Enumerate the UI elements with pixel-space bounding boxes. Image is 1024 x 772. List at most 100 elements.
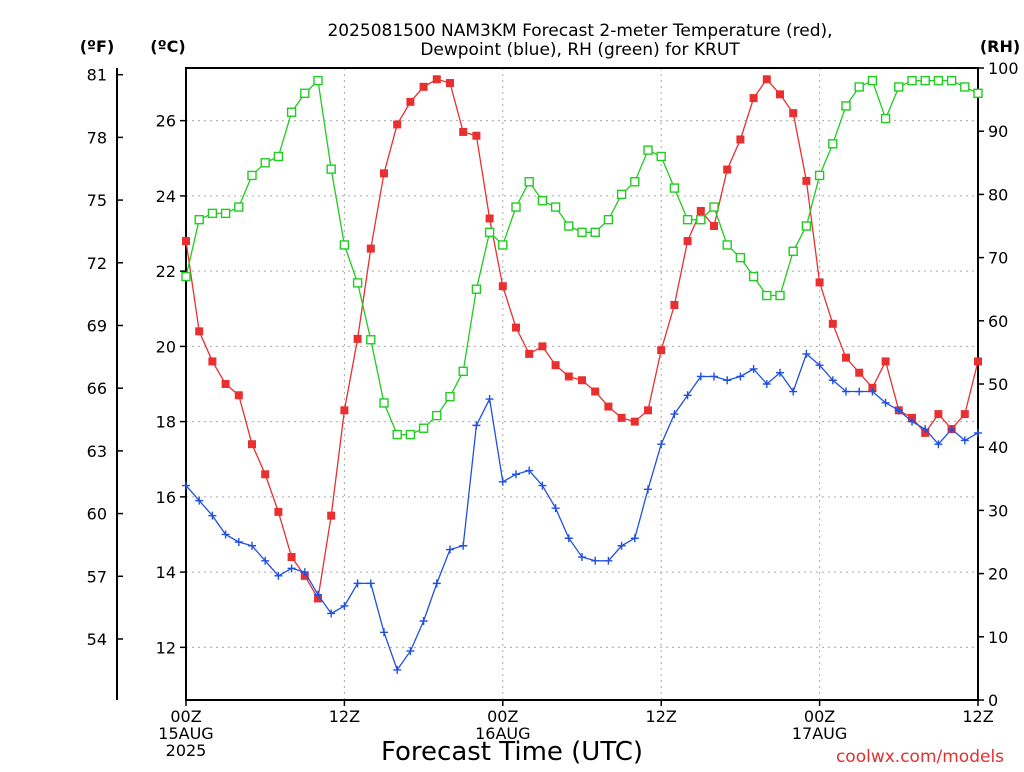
temperature-point xyxy=(234,391,243,400)
x-tick-label: 00Z xyxy=(804,707,835,726)
temperature-point xyxy=(538,342,547,351)
dewpoint-point xyxy=(908,417,916,426)
temperature-point xyxy=(195,327,204,336)
dewpoint-point xyxy=(815,361,824,370)
temperature-point xyxy=(274,507,283,516)
fahrenheit-tick-label: 57 xyxy=(87,567,107,586)
dewpoint-point xyxy=(446,545,454,554)
temperature-point xyxy=(221,380,230,388)
temperature-point xyxy=(657,346,666,355)
x-tick-label: 00Z xyxy=(487,707,518,726)
celsius-tick-label: 20 xyxy=(156,337,176,356)
rh-point xyxy=(550,202,561,212)
dewpoint-point xyxy=(723,376,732,385)
dewpoint-point xyxy=(855,387,864,396)
dewpoint-point xyxy=(366,579,375,588)
rh-point xyxy=(630,177,640,187)
temperature-point xyxy=(446,79,454,88)
dewpoint-point xyxy=(314,590,322,599)
dewpoint-point xyxy=(828,376,837,385)
rh-point xyxy=(775,290,785,301)
dewpoint-point xyxy=(868,387,877,396)
fahrenheit-tick-label: 63 xyxy=(87,442,107,461)
rh-point xyxy=(841,101,851,111)
temperature-point xyxy=(617,413,626,422)
temperature-point xyxy=(842,353,850,362)
temperature-point xyxy=(710,222,718,230)
rh-point xyxy=(682,214,693,225)
dewpoint-point xyxy=(974,428,982,437)
temperature-point xyxy=(974,357,982,366)
temperature-point xyxy=(802,176,811,185)
rh-point xyxy=(643,145,653,155)
fahrenheit-tick-label: 72 xyxy=(87,254,107,273)
rh-point xyxy=(524,177,534,187)
x-tick-label: 17AUG xyxy=(792,724,847,743)
credit-label: coolwx.com/models xyxy=(836,747,1004,767)
rh-point xyxy=(220,208,231,219)
celsius-tick-label: 14 xyxy=(156,563,176,582)
dewpoint-point xyxy=(221,530,230,539)
rh-point xyxy=(484,227,495,238)
temperature-point xyxy=(525,349,534,358)
dewpoint-point xyxy=(657,440,666,449)
rh-point xyxy=(709,202,719,212)
dewpoint-point xyxy=(287,564,296,573)
chart-title-line-1: 2025081500 NAM3KM Forecast 2-meter Tempe… xyxy=(327,21,832,41)
fahrenheit-tick-label: 75 xyxy=(87,191,107,210)
rh-point xyxy=(722,240,732,250)
temperature-point xyxy=(459,127,468,136)
rh-point xyxy=(326,164,336,174)
rh-tick-label: 30 xyxy=(988,501,1008,520)
temperature-point xyxy=(723,165,732,174)
dewpoint-point xyxy=(525,466,534,475)
rh-point xyxy=(577,227,587,238)
temperature-point xyxy=(182,237,190,246)
dewpoint-point xyxy=(551,504,560,513)
temperature-point xyxy=(564,372,573,381)
fahrenheit-tick-label: 66 xyxy=(87,379,107,398)
dewpoint-point xyxy=(776,368,784,377)
temperature-point xyxy=(578,376,586,385)
temperature-point xyxy=(261,470,270,479)
dewpoint-point xyxy=(696,372,705,381)
rh-point xyxy=(458,366,468,377)
x-tick-label: 00Z xyxy=(170,707,201,726)
rh-tick-label: 40 xyxy=(988,438,1008,457)
temperature-line xyxy=(185,78,979,601)
rh-point xyxy=(207,208,218,219)
dewpoint-point xyxy=(762,380,771,388)
rh-point xyxy=(960,82,970,92)
dewpoint-point xyxy=(604,556,613,565)
rh-tick-label: 100 xyxy=(988,59,1019,78)
rh-point xyxy=(511,202,521,212)
dewpoint-point xyxy=(406,647,415,656)
rh-point xyxy=(181,271,191,282)
dewpoint-point xyxy=(538,481,547,490)
rh-point xyxy=(590,227,600,238)
dewpoint-point xyxy=(842,387,850,396)
dewpoint-point xyxy=(327,609,336,618)
dewpoint-point xyxy=(564,534,573,543)
rh-point xyxy=(445,391,455,402)
rh-point xyxy=(788,246,798,256)
dewpoint-point xyxy=(749,364,758,373)
temperature-point xyxy=(551,361,560,370)
rh-point xyxy=(471,284,482,294)
rh-point xyxy=(907,75,917,86)
dewpoint-point xyxy=(340,601,349,610)
rh-point xyxy=(669,183,680,193)
x-tick-label: 2025 xyxy=(166,741,207,760)
temperature-point xyxy=(327,511,336,520)
rh-point xyxy=(867,75,878,86)
dewpoint-point xyxy=(432,579,441,588)
temperature-point xyxy=(432,75,441,84)
temperature-point xyxy=(366,244,375,253)
dewpoint-point xyxy=(736,372,745,381)
dewpoint-point xyxy=(960,436,969,445)
rh-point xyxy=(603,214,614,225)
rh-unit-label: (RH) xyxy=(980,37,1020,56)
fahrenheit-tick-label: 60 xyxy=(87,505,107,524)
